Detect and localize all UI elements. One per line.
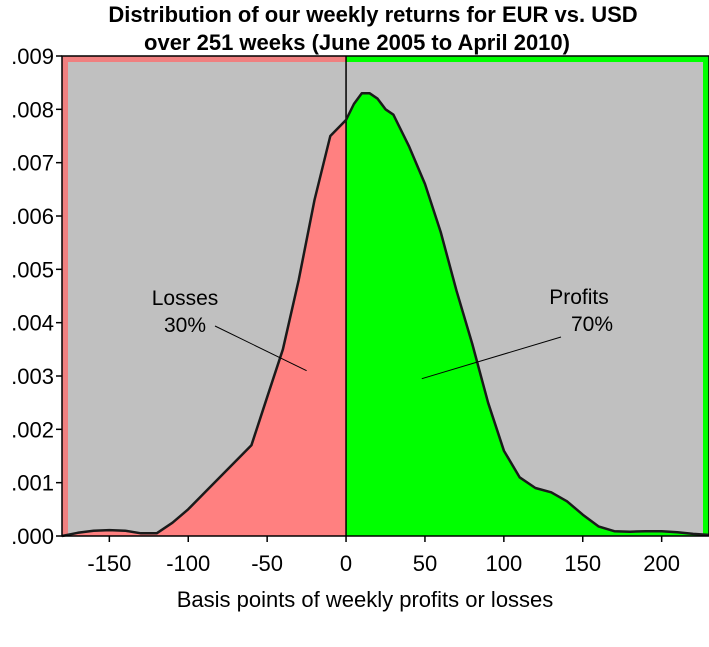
x-tick-label: -50	[251, 551, 283, 576]
x-tick-label: 200	[643, 551, 680, 576]
chart-title-line1: Distribution of our weekly returns for E…	[108, 2, 637, 27]
y-tick-label: .001	[11, 471, 54, 496]
x-tick-label: 100	[485, 551, 522, 576]
density-curve	[61, 92, 709, 538]
losses-percent-label: 30%	[164, 314, 206, 337]
x-tick-label: -100	[166, 551, 210, 576]
plot-border	[61, 55, 709, 537]
chart-title-line2: over 251 weeks (June 2005 to April 2010)	[144, 30, 570, 55]
y-tick-label: .008	[11, 97, 54, 122]
x-tick-label: 0	[340, 551, 352, 576]
y-tick-label: .003	[11, 364, 54, 389]
x-tick-label: -150	[87, 551, 131, 576]
losses-label: Losses	[152, 287, 219, 310]
profits-pointer-line	[421, 336, 562, 380]
profits-percent-label: 70%	[571, 313, 613, 336]
y-tick-label: .002	[11, 417, 54, 442]
profits-label: Profits	[549, 286, 609, 309]
y-tick-label: .000	[11, 524, 54, 549]
y-tick-label: .007	[11, 151, 54, 176]
x-axis-label: Basis points of weekly profits or losses	[177, 587, 554, 612]
x-tick-label: 50	[413, 551, 437, 576]
x-tick-label: 150	[564, 551, 601, 576]
y-tick-label: .005	[11, 257, 54, 282]
y-tick-label: .006	[11, 204, 54, 229]
losses-pointer-line	[214, 325, 307, 372]
y-tick-label: .004	[11, 311, 54, 336]
y-tick-label: .009	[11, 44, 54, 69]
losses-area	[62, 120, 347, 536]
profits-area	[346, 93, 709, 537]
